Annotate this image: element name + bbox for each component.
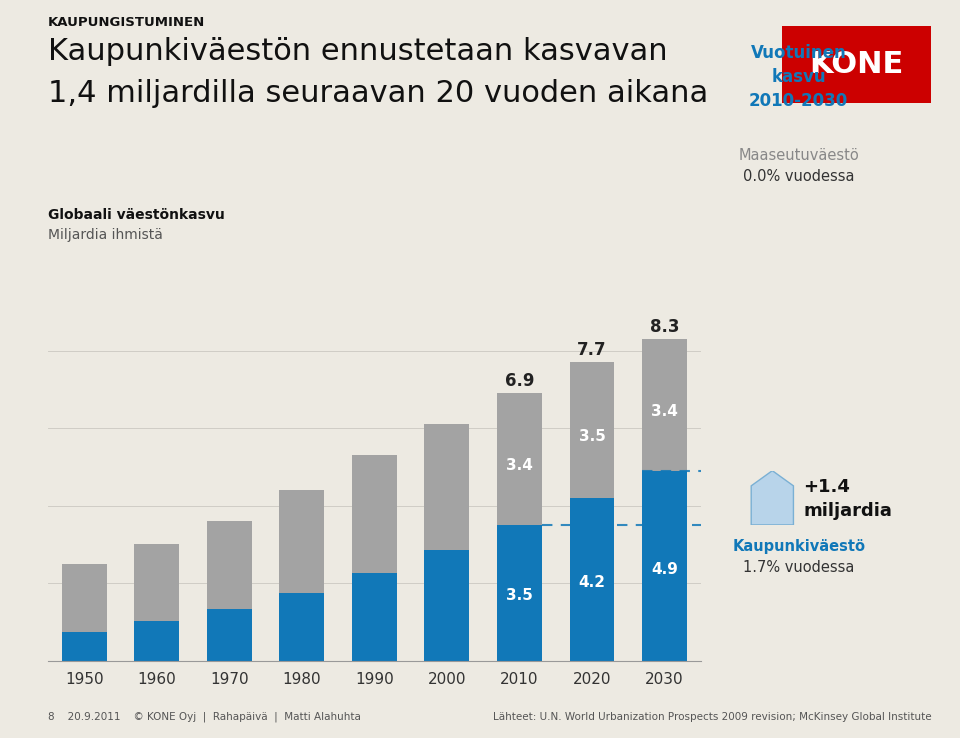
- Bar: [569, 362, 614, 497]
- Text: 3.5: 3.5: [579, 430, 606, 444]
- Text: Vuotuinen: Vuotuinen: [751, 44, 847, 62]
- Text: 3.4: 3.4: [506, 458, 533, 473]
- Text: 8    20.9.2011    © KONE Oyj  |  Rahapäivä  |  Matti Alahuhta: 8 20.9.2011 © KONE Oyj | Rahapäivä | Mat…: [48, 711, 361, 722]
- Bar: [134, 621, 180, 661]
- Text: Kaupunkiväestö: Kaupunkiväestö: [732, 539, 865, 554]
- Bar: [279, 593, 324, 661]
- Bar: [424, 550, 469, 661]
- Text: Maaseutuväestö: Maaseutuväestö: [738, 148, 859, 162]
- Text: 4.2: 4.2: [579, 575, 606, 590]
- Text: miljardia: miljardia: [804, 502, 893, 520]
- Bar: [642, 471, 687, 661]
- Text: KONE: KONE: [809, 50, 904, 79]
- Text: KAUPUNGISTUMINEN: KAUPUNGISTUMINEN: [48, 16, 205, 30]
- Bar: [279, 490, 324, 593]
- Text: kasvu: kasvu: [772, 68, 826, 86]
- Text: 3.4: 3.4: [651, 404, 678, 419]
- Text: 4.9: 4.9: [651, 562, 678, 577]
- Bar: [569, 497, 614, 661]
- Text: 3.5: 3.5: [506, 588, 533, 603]
- Bar: [424, 424, 469, 550]
- Text: 8.3: 8.3: [650, 318, 680, 337]
- Bar: [61, 564, 107, 632]
- Text: 0.0% vuodessa: 0.0% vuodessa: [743, 169, 854, 184]
- Text: Globaali väestönkasvu: Globaali väestönkasvu: [48, 208, 225, 222]
- Bar: [206, 609, 252, 661]
- Bar: [497, 525, 542, 661]
- Bar: [206, 521, 252, 609]
- Bar: [642, 339, 687, 471]
- Text: 2010-2030: 2010-2030: [749, 92, 849, 109]
- Bar: [352, 573, 396, 661]
- Text: 1.7% vuodessa: 1.7% vuodessa: [743, 560, 854, 575]
- Text: +1.4: +1.4: [804, 477, 851, 496]
- Text: 1,4 miljardilla seuraavan 20 vuoden aikana: 1,4 miljardilla seuraavan 20 vuoden aika…: [48, 79, 708, 108]
- Text: Kaupunkiväestön ennustetaan kasvavan: Kaupunkiväestön ennustetaan kasvavan: [48, 37, 667, 66]
- Bar: [61, 632, 107, 661]
- Text: 7.7: 7.7: [577, 342, 607, 359]
- Bar: [134, 545, 180, 621]
- Text: 6.9: 6.9: [505, 373, 534, 390]
- Bar: [497, 393, 542, 525]
- Polygon shape: [752, 471, 793, 525]
- Text: Lähteet: U.N. World Urbanization Prospects 2009 revision; McKinsey Global Instit: Lähteet: U.N. World Urbanization Prospec…: [492, 711, 931, 722]
- Bar: [352, 455, 396, 573]
- Text: Miljardia ihmistä: Miljardia ihmistä: [48, 228, 163, 242]
